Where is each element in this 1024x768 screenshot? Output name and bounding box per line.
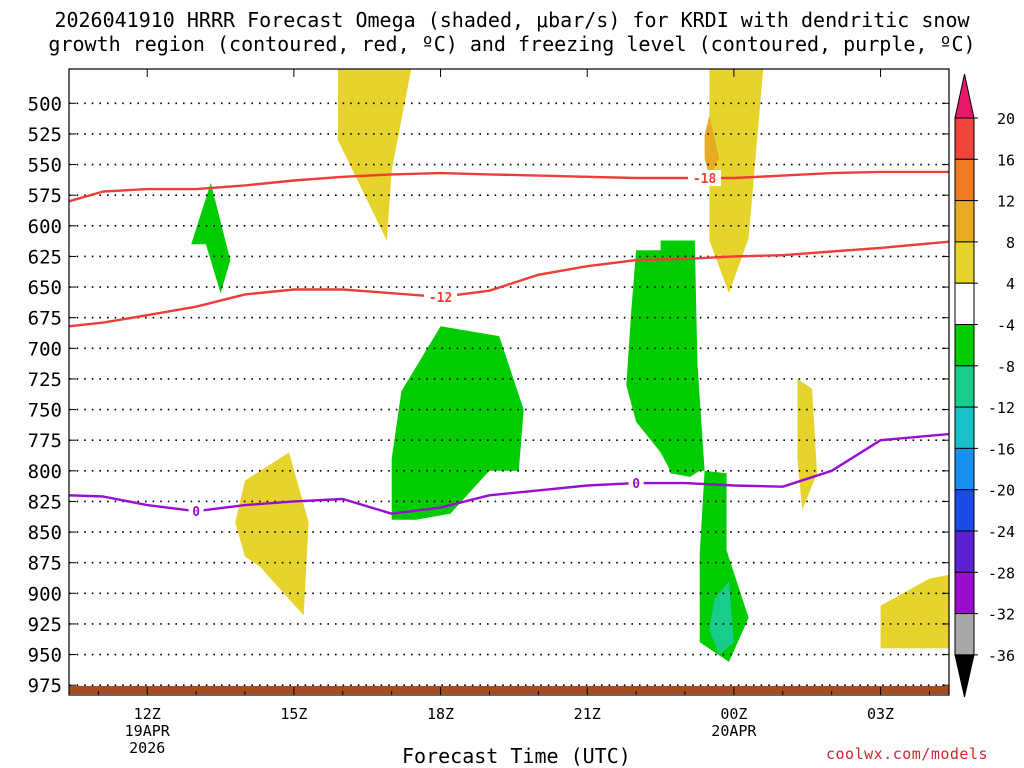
plot-frame <box>68 68 950 696</box>
omega-region-2 <box>337 69 412 241</box>
colorbar-label: -36 <box>988 647 1015 665</box>
y-tick-label: 950 <box>28 645 62 667</box>
colorbar-segment <box>954 241 975 284</box>
colorbar-label: -16 <box>988 440 1015 458</box>
colorbar-label: -32 <box>988 606 1015 624</box>
y-tick-label: 775 <box>28 430 62 452</box>
y-tick-label: 700 <box>28 338 62 360</box>
contour-label: -18 <box>693 172 717 187</box>
x-tick-date: 19APR <box>125 722 171 740</box>
x-tick-year: 2026 <box>129 739 165 757</box>
colorbar-top-triangle <box>954 73 975 119</box>
temperature-contours-layer: -18 -12 0 0 <box>69 170 949 520</box>
colorbar-segment <box>954 158 975 202</box>
colorbar-segment <box>954 447 975 491</box>
y-tick-label: 525 <box>28 124 62 146</box>
colorbar-label: 8 <box>1006 234 1015 252</box>
omega-region-3 <box>709 69 764 294</box>
x-tick-label: 00Z <box>720 705 747 723</box>
omega-region-7 <box>191 182 231 294</box>
colorbar-label: 4 <box>1006 275 1015 293</box>
contour-label: -12 <box>429 291 452 306</box>
colorbar-segment <box>954 571 975 615</box>
y-tick-label: 500 <box>28 93 62 115</box>
pressure-axis: 500 525 550 575 600 625 650 675 700 725 750 775 800 8… <box>28 93 949 697</box>
y-tick-label: 550 <box>28 155 62 177</box>
omega-region-1 <box>235 452 309 616</box>
y-tick-label: 975 <box>28 675 62 697</box>
y-tick-label: 925 <box>28 614 62 636</box>
colorbar-segment <box>954 117 975 160</box>
contour-label-bg <box>628 475 644 492</box>
x-tick-label: 12Z <box>134 705 161 723</box>
colorbar-segment <box>954 324 975 367</box>
y-tick-label: 650 <box>28 277 62 299</box>
contour-label: 0 <box>632 477 640 492</box>
contour--18 <box>69 170 949 203</box>
colorbar-segment <box>954 282 975 326</box>
colorbar-segment <box>954 489 975 532</box>
x-tick-date: 20APR <box>711 722 757 740</box>
omega-region-8 <box>391 326 524 520</box>
colorbar-label: -20 <box>988 482 1015 500</box>
colorbar-label: -28 <box>988 564 1015 582</box>
contour-label-bg <box>424 288 458 305</box>
omega-region-13 <box>709 581 734 655</box>
colorbar-label: -12 <box>988 399 1015 417</box>
x-tick-label: 18Z <box>427 705 454 723</box>
ground-level-bar <box>69 686 949 694</box>
x-axis-title: Forecast Time (UTC) <box>402 744 631 768</box>
x-tick-label: 21Z <box>574 705 601 723</box>
y-tick-label: 600 <box>28 216 62 238</box>
y-tick-label: 800 <box>28 461 62 483</box>
omega-region-4 <box>797 378 817 510</box>
y-tick-label: 675 <box>28 308 62 330</box>
y-tick-label: 850 <box>28 522 62 544</box>
colorbar-label: 12 <box>997 193 1015 211</box>
omega-region-11 <box>626 250 705 471</box>
colorbar-label: -8 <box>997 358 1015 376</box>
colorbar-label: -24 <box>988 523 1015 541</box>
y-tick-label: 900 <box>28 583 62 605</box>
colorbar-segment <box>954 365 975 408</box>
colorbar-bottom-triangle <box>954 654 975 698</box>
y-tick-label: 575 <box>28 185 62 207</box>
contour-label-bg <box>688 170 722 187</box>
colorbar-label: -4 <box>997 317 1015 335</box>
contour-label: 0 <box>192 505 200 520</box>
contour-label-bg <box>188 503 204 520</box>
y-tick-label: 825 <box>28 491 62 513</box>
colorbar-segment <box>954 613 975 656</box>
source-credit[interactable]: coolwx.com/models <box>826 745 989 763</box>
chart-title-line-2: growth region (contoured, red, ºC) and f… <box>48 32 976 56</box>
colorbar-segment <box>954 200 975 243</box>
x-tick-label: 15Z <box>280 705 307 723</box>
y-tick-label: 875 <box>28 553 62 575</box>
y-tick-label: 750 <box>28 400 62 422</box>
omega-region-5 <box>880 574 949 649</box>
colorbar-label: 16 <box>997 151 1015 169</box>
y-tick-label: 625 <box>28 246 62 268</box>
omega-region-12 <box>699 470 749 662</box>
x-tick-label: 03Z <box>867 705 894 723</box>
chart-title-line-1: 2026041910 HRRR Forecast Omega (shaded, … <box>54 8 970 32</box>
colorbar-label: 20 <box>997 110 1015 128</box>
colorbar-segment <box>954 406 975 449</box>
y-tick-label: 725 <box>28 369 62 391</box>
omega-shading-layer <box>191 69 949 662</box>
contour--12 <box>69 240 949 328</box>
omega-region-6 <box>704 115 720 177</box>
omega-colorbar: 20 16 12 8 4 -4 -8 -12 -16 -20 -24 -28 -32 -36 <box>954 73 1015 698</box>
colorbar-segment <box>954 530 975 573</box>
